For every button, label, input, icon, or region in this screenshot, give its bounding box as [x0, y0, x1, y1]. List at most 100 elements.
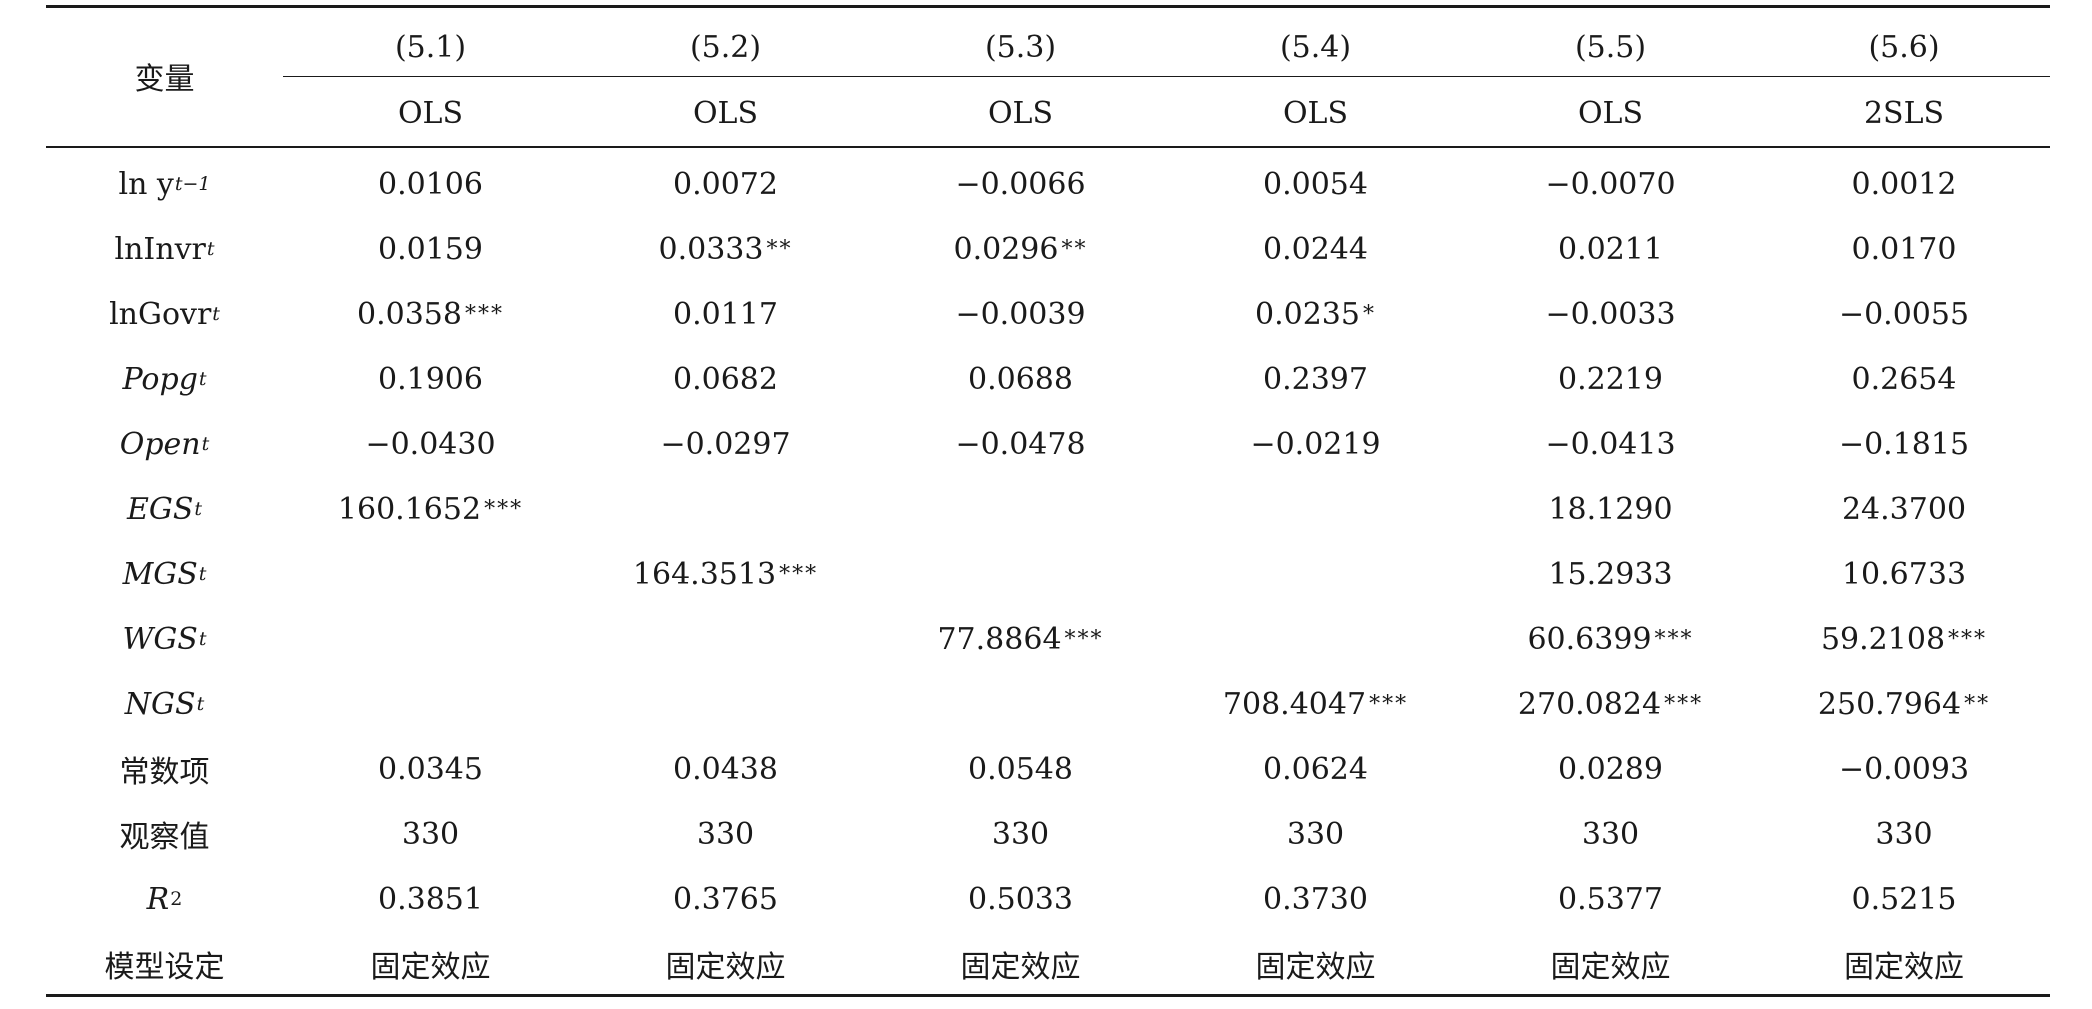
coefficient-cell: 0.0244 — [1168, 217, 1463, 281]
coefficient-cell — [578, 477, 873, 541]
significance-stars: *** — [779, 561, 819, 587]
coefficient-cell: 固定效应 — [1758, 932, 2050, 996]
coefficient-cell: 固定效应 — [283, 932, 578, 996]
cell-value: 固定效应 — [1255, 950, 1376, 985]
cell-value: 0.0296 — [953, 231, 1059, 267]
coefficient-cell: 0.3851 — [283, 867, 578, 931]
cell-value: 160.1652 — [337, 491, 482, 527]
cell-value: −0.0219 — [1250, 426, 1381, 462]
cell-value: 0.0072 — [673, 166, 778, 202]
cell-value: −0.0070 — [1545, 166, 1676, 202]
cell-value: 0.0333 — [658, 231, 764, 267]
coefficient-cell: 60.6399 *** — [1463, 607, 1758, 671]
row-label-main: Open — [119, 426, 201, 462]
row-label-subscript: t — [206, 238, 215, 260]
cell-value: 固定效应 — [370, 950, 491, 985]
coefficient-cell: 330 — [1168, 802, 1463, 866]
coefficient-cell: −0.0033 — [1463, 282, 1758, 346]
estimation-method: OLS — [397, 95, 464, 131]
significance-stars: *** — [1064, 626, 1104, 652]
row-label-main: Popg — [122, 361, 198, 397]
coefficient-cell: 77.8864 *** — [873, 607, 1168, 671]
cell-value: −0.1815 — [1838, 426, 1970, 462]
coefficient-cell: 250.7964 ** — [1758, 672, 2050, 736]
coefficient-cell: 164.3513 *** — [578, 542, 873, 606]
model-number-row: (5.1) (5.2) (5.3) (5.4) (5.5) (5.6) — [46, 15, 2050, 79]
coefficient-cell — [1168, 542, 1463, 606]
coefficient-cell — [283, 607, 578, 671]
coefficient-cell: −0.0039 — [873, 282, 1168, 346]
coefficient-cell: 160.1652 *** — [283, 477, 578, 541]
cell-value: 0.3730 — [1263, 881, 1368, 917]
coefficient-cell: −0.0055 — [1758, 282, 2050, 346]
row-label-subscript: t — [196, 693, 205, 715]
coefficient-cell: −0.0219 — [1168, 412, 1463, 476]
cell-value: 0.3851 — [378, 881, 483, 917]
coefficient-cell: 330 — [873, 802, 1168, 866]
cell-value: 0.2397 — [1263, 361, 1368, 397]
significance-stars: *** — [1664, 691, 1704, 717]
coefficient-cell: 0.3730 — [1168, 867, 1463, 931]
coefficient-cell: 0.0170 — [1758, 217, 2050, 281]
coefficient-cell — [873, 542, 1168, 606]
coefficient-cell — [873, 477, 1168, 541]
cell-value: 0.0438 — [673, 751, 778, 787]
cell-value: 固定效应 — [960, 950, 1081, 985]
estimation-method: OLS — [692, 95, 759, 131]
row-label-main: lnGovr — [109, 296, 212, 332]
cell-value: 164.3513 — [632, 556, 777, 592]
coefficient-cell: 330 — [283, 802, 578, 866]
significance-stars: ** — [1061, 236, 1088, 262]
model-number: (5.3) — [984, 29, 1057, 65]
significance-stars: *** — [1948, 626, 1988, 652]
coefficient-cell: 18.1290 — [1463, 477, 1758, 541]
table-row: MGS t 164.3513 *** 15.2933 10.6733 — [46, 542, 2050, 606]
coefficient-cell — [1168, 477, 1463, 541]
cell-value: 0.0054 — [1263, 166, 1368, 202]
cell-value: −0.0055 — [1838, 296, 1970, 332]
model-number: (5.5) — [1574, 29, 1647, 65]
coefficient-cell: 0.0289 — [1463, 737, 1758, 801]
cell-value: 250.7964 — [1817, 686, 1962, 722]
coefficient-cell: −0.0093 — [1758, 737, 2050, 801]
cell-value: −0.0297 — [660, 426, 791, 462]
coefficient-cell: 0.0054 — [1168, 152, 1463, 216]
model-number: (5.6) — [1868, 29, 1940, 65]
row-label: WGS t — [46, 607, 283, 671]
coefficient-cell: −0.0430 — [283, 412, 578, 476]
coefficient-cell: 0.0688 — [873, 347, 1168, 411]
row-label: 常数项 — [46, 737, 283, 801]
row-label: lnGovr t — [46, 282, 283, 346]
row-label-main: R — [146, 881, 170, 917]
table-row: R 2 0.3851 0.3765 0.5033 0.3730 0.5377 0.5215 — [46, 867, 2050, 931]
cell-value: 0.0211 — [1558, 231, 1663, 267]
coefficient-cell: 0.0333 ** — [578, 217, 873, 281]
cell-value: 24.3700 — [1841, 491, 1967, 527]
cell-value: 270.0824 — [1517, 686, 1662, 722]
coefficient-cell: 270.0824 *** — [1463, 672, 1758, 736]
coefficient-cell: 0.0345 — [283, 737, 578, 801]
cell-value: −0.0093 — [1838, 751, 1970, 787]
cell-value: −0.0430 — [365, 426, 496, 462]
cell-value: 固定效应 — [1550, 950, 1671, 985]
coefficient-cell: 0.0211 — [1463, 217, 1758, 281]
cell-value: 18.1290 — [1548, 491, 1673, 527]
coefficient-cell: 708.4047 *** — [1168, 672, 1463, 736]
cell-value: 330 — [696, 816, 755, 852]
table-row: WGS t 77.8864 *** 60.6399 *** 59.2108 *** — [46, 607, 2050, 671]
row-label: MGS t — [46, 542, 283, 606]
cell-value: 59.2108 — [1820, 621, 1946, 657]
coefficient-cell: 0.0624 — [1168, 737, 1463, 801]
header-bottom-rule — [46, 146, 2050, 148]
table-top-rule — [46, 5, 2050, 8]
row-label-main: lnInvr — [114, 231, 206, 267]
row-label: lnInvr t — [46, 217, 283, 281]
coefficient-cell — [578, 607, 873, 671]
table-row: lnGovr t 0.0358 *** 0.0117 −0.0039 0.0235 * −0.0… — [46, 282, 2050, 346]
model-number: (5.4) — [1279, 29, 1352, 65]
table-row: Open t −0.0430 −0.0297 −0.0478 −0.0219 −0.0413… — [46, 412, 2050, 476]
coefficient-cell: 0.0012 — [1758, 152, 2050, 216]
row-label-main: ln y — [118, 166, 174, 202]
row-label-subscript: t — [194, 498, 203, 520]
